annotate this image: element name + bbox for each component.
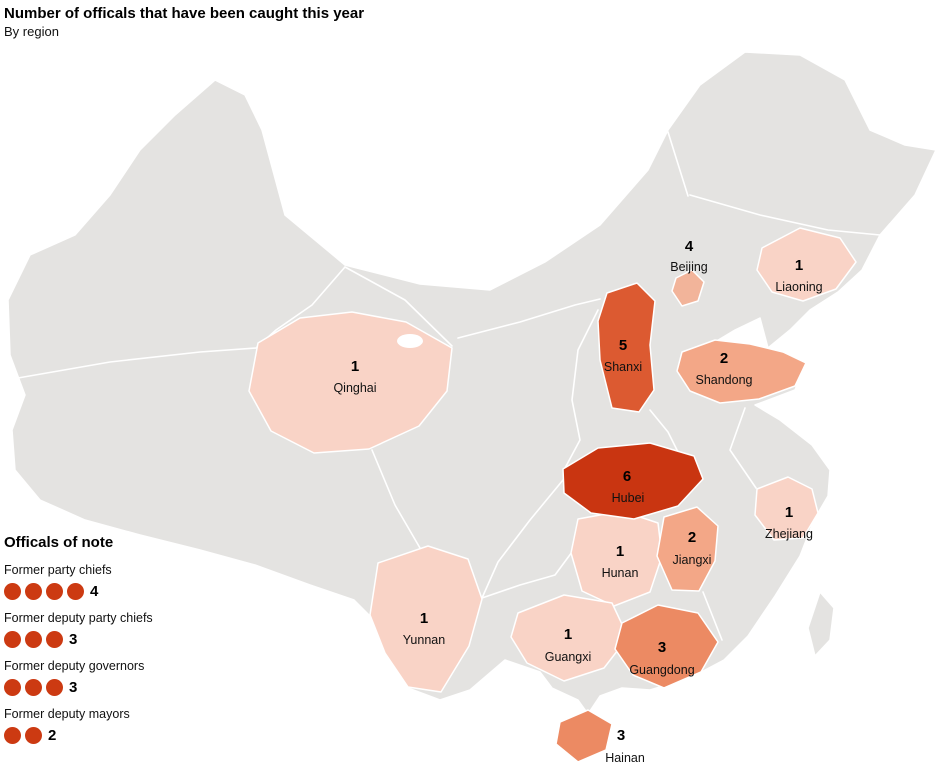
- official-dot: [25, 582, 42, 600]
- legend-item-label: Former deputy governors: [4, 659, 145, 673]
- chart-title: Number of officals that have been caught…: [4, 5, 365, 22]
- region-value-label: 3: [658, 639, 666, 656]
- region-value-label: 1: [420, 610, 428, 627]
- region-name-label: Qinghai: [333, 381, 376, 395]
- region-name-label: Shandong: [695, 373, 752, 387]
- officials-of-note-legend: Officals of note Former party chiefs 4 F…: [4, 533, 224, 744]
- legend-dots: [4, 726, 42, 744]
- legend-item-count: 2: [48, 726, 57, 744]
- official-dot: [25, 678, 42, 696]
- region-name-label: Guangxi: [545, 650, 592, 664]
- region-yunnan: [369, 545, 483, 693]
- region-name-label: Hainan: [605, 751, 645, 765]
- official-dot: [25, 630, 42, 648]
- region-guangdong: [614, 604, 719, 689]
- region-qinghai: [248, 311, 453, 454]
- legend-dots: [4, 678, 63, 696]
- region-jiangxi: [656, 506, 719, 592]
- official-dot: [25, 726, 42, 744]
- region-value-label: 3: [617, 727, 625, 744]
- legend-item: Former deputy mayors 2: [4, 706, 224, 744]
- legend-item-label: Former party chiefs: [4, 563, 112, 577]
- region-value-label: 1: [616, 543, 624, 560]
- region-value-label: 1: [785, 504, 793, 521]
- region-hainan: [555, 709, 613, 763]
- region-value-label: 2: [720, 350, 728, 367]
- region-guangxi: [510, 594, 629, 682]
- region-name-label: Liaoning: [775, 280, 822, 294]
- region-value-label: 6: [623, 468, 631, 485]
- region-value-label: 1: [795, 257, 803, 274]
- legend-item: Former deputy governors 3: [4, 658, 224, 696]
- province-borders: [17, 131, 881, 641]
- region-shanxi: [597, 282, 656, 413]
- legend-item-label: Former deputy party chiefs: [4, 611, 153, 625]
- region-name-label: Zhejiang: [765, 527, 813, 541]
- legend-dots: [4, 630, 63, 648]
- region-hubei: [562, 442, 704, 520]
- official-dot: [4, 582, 21, 600]
- region-liaoning: [756, 227, 857, 302]
- legend-dots-row: 2: [4, 726, 224, 744]
- region-name-label: Yunnan: [403, 633, 445, 647]
- legend-title: Officals of note: [4, 534, 114, 551]
- region-value-label: 5: [619, 337, 627, 354]
- region-name-label: Shanxi: [604, 360, 642, 374]
- legend-dots: [4, 582, 84, 600]
- region-zhejiang: [754, 476, 819, 541]
- region-name-label: Jiangxi: [673, 553, 712, 567]
- chart-subtitle: By region: [4, 24, 59, 39]
- legend-dots-row: 4: [4, 582, 224, 600]
- region-beijing: [671, 269, 705, 307]
- legend-item: Former party chiefs 4: [4, 562, 224, 600]
- chart-header: Number of officals that have been caught…: [4, 4, 364, 40]
- taiwan-island: [807, 591, 835, 657]
- official-dot: [46, 678, 63, 696]
- official-dot: [4, 678, 21, 696]
- region-value-label: 4: [685, 238, 694, 255]
- region-name-label: Hubei: [612, 491, 645, 505]
- official-dot: [46, 630, 63, 648]
- official-dot: [67, 582, 84, 600]
- region-value-label: 1: [351, 358, 359, 375]
- legend-item-label: Former deputy mayors: [4, 707, 130, 721]
- region-name-label: Guangdong: [629, 663, 694, 677]
- legend-dots-row: 3: [4, 630, 224, 648]
- region-name-label: Hunan: [602, 566, 639, 580]
- qinghai-lake: [397, 334, 423, 348]
- legend-dots-row: 3: [4, 678, 224, 696]
- official-dot: [4, 630, 21, 648]
- legend-item-count: 3: [69, 630, 78, 648]
- region-name-label: Beijing: [670, 260, 708, 274]
- region-value-label: 1: [564, 626, 572, 643]
- official-dot: [4, 726, 21, 744]
- legend-item: Former deputy party chiefs 3: [4, 610, 224, 648]
- region-value-label: 2: [688, 529, 696, 546]
- legend-item-count: 3: [69, 678, 78, 696]
- official-dot: [46, 582, 63, 600]
- region-shandong: [676, 339, 807, 404]
- legend-item-count: 4: [90, 582, 99, 600]
